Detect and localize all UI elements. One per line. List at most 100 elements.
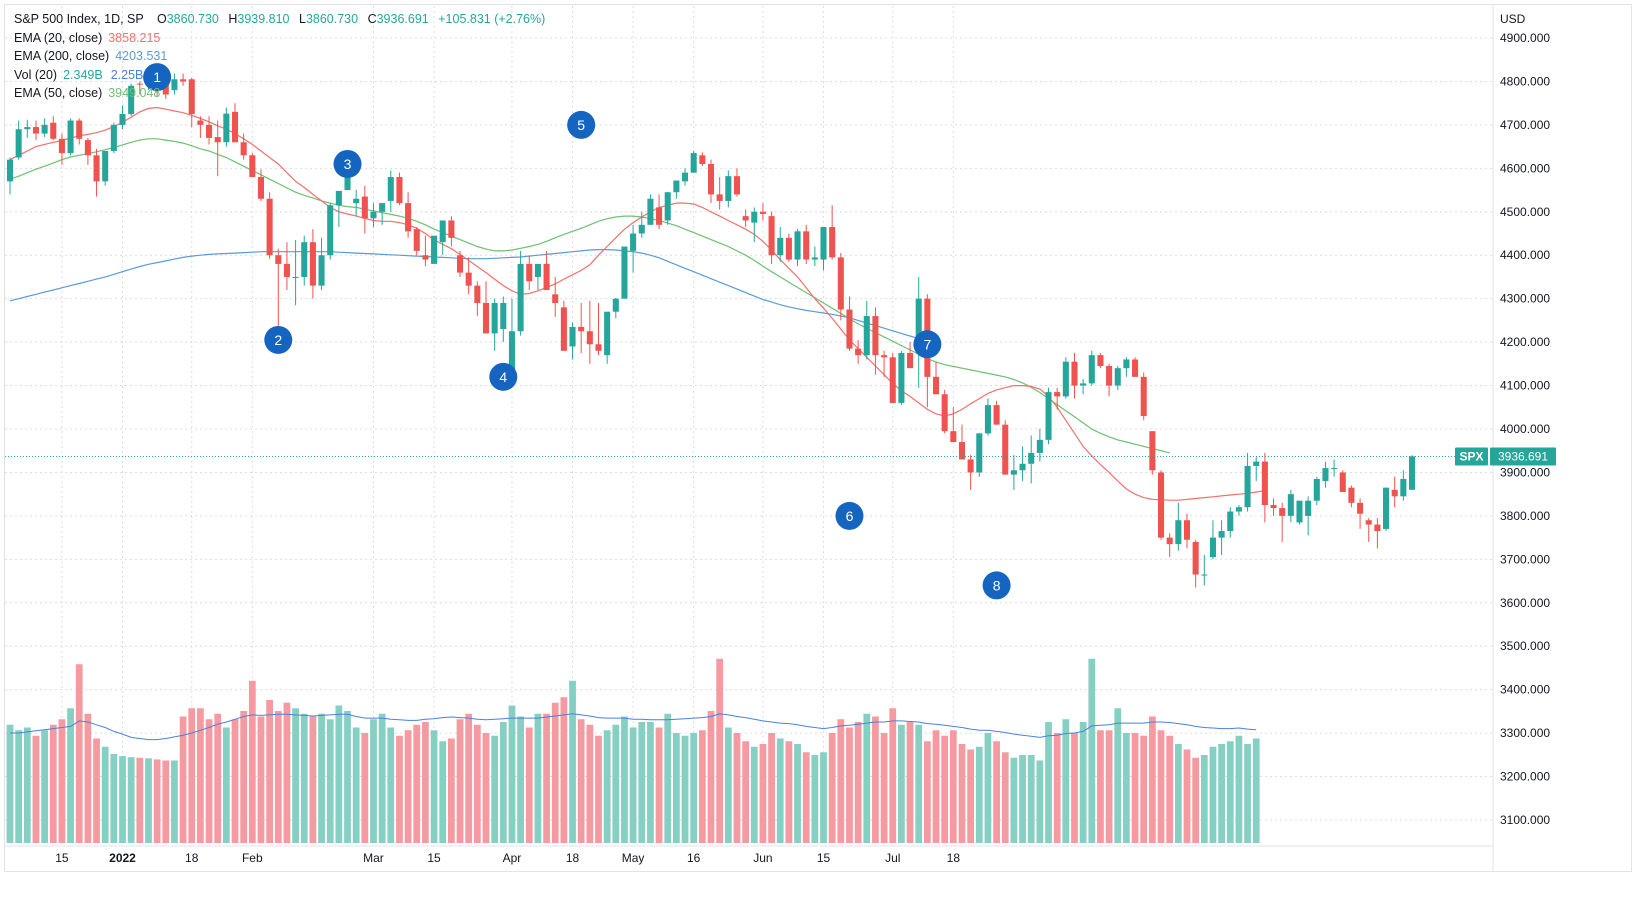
candle-body[interactable] <box>1235 507 1242 512</box>
candle-body[interactable] <box>526 263 533 282</box>
candle-body[interactable] <box>682 172 689 182</box>
candle-body[interactable] <box>240 142 247 156</box>
candle-body[interactable] <box>811 257 818 260</box>
candle-body[interactable] <box>656 207 663 225</box>
candle-body[interactable] <box>93 155 100 182</box>
candle-body[interactable] <box>1192 541 1199 575</box>
candle-body[interactable] <box>361 196 368 219</box>
candle-body[interactable] <box>586 331 593 345</box>
candle-body[interactable] <box>1374 524 1381 532</box>
candle-body[interactable] <box>482 303 490 334</box>
candle-body[interactable] <box>1062 361 1069 397</box>
candle-body[interactable] <box>353 198 360 204</box>
candle-body[interactable] <box>474 285 481 304</box>
candle-body[interactable] <box>1357 502 1364 514</box>
candle-body[interactable] <box>405 203 412 232</box>
candle-body[interactable] <box>733 176 740 195</box>
candle-body[interactable] <box>214 137 221 143</box>
candle-body[interactable] <box>119 114 126 125</box>
candle-body[interactable] <box>1183 520 1191 540</box>
candle-body[interactable] <box>1209 537 1216 558</box>
candle-body[interactable] <box>1175 520 1182 545</box>
candle-body[interactable] <box>569 326 576 347</box>
annotation-marker[interactable] <box>567 110 596 139</box>
candle-body[interactable] <box>309 242 316 286</box>
candle-body[interactable] <box>690 153 697 173</box>
candle-body[interactable] <box>543 263 550 290</box>
candle-body[interactable] <box>759 211 766 214</box>
candle-body[interactable] <box>1097 355 1104 367</box>
candle-body[interactable] <box>725 176 732 201</box>
candle-body[interactable] <box>967 459 974 473</box>
candle-body[interactable] <box>621 246 628 299</box>
candle-body[interactable] <box>422 255 429 260</box>
annotation-marker[interactable] <box>264 325 293 354</box>
candle-body[interactable] <box>1296 500 1303 523</box>
candle-body[interactable] <box>993 405 1000 425</box>
candle-body[interactable] <box>257 177 265 199</box>
candle-body[interactable] <box>673 180 680 193</box>
candle-body[interactable] <box>448 220 455 238</box>
candle-body[interactable] <box>197 120 204 125</box>
candle-body[interactable] <box>863 316 870 356</box>
candle-body[interactable] <box>898 352 905 403</box>
candle-body[interactable] <box>327 205 334 256</box>
candle-body[interactable] <box>647 198 654 225</box>
candle-body[interactable] <box>206 124 213 138</box>
candle-body[interactable] <box>881 355 888 358</box>
candle-body[interactable] <box>102 150 109 182</box>
annotation-marker[interactable] <box>333 149 362 178</box>
candle-body[interactable] <box>1045 392 1052 440</box>
candle-body[interactable] <box>396 177 403 204</box>
candle-body[interactable] <box>612 298 619 312</box>
candle-body[interactable] <box>907 352 914 369</box>
candle-body[interactable] <box>1244 465 1251 508</box>
candle-body[interactable] <box>1348 487 1355 503</box>
candle-body[interactable] <box>76 120 83 139</box>
candle-body[interactable] <box>1400 478 1407 497</box>
candle-body[interactable] <box>1261 461 1268 506</box>
candle-body[interactable] <box>932 376 940 395</box>
candle-body[interactable] <box>958 442 966 460</box>
candle-body[interactable] <box>777 237 784 256</box>
candle-body[interactable] <box>915 298 922 351</box>
candle-body[interactable] <box>1365 520 1372 525</box>
candle-body[interactable] <box>1313 478 1320 501</box>
candle-body[interactable] <box>1002 424 1009 475</box>
annotation-marker[interactable] <box>143 63 172 92</box>
candle-body[interactable] <box>1201 574 1208 576</box>
candle-body[interactable] <box>630 233 637 251</box>
candle-body[interactable] <box>370 211 377 219</box>
legend-ema20-row[interactable]: EMA (20, close) 3858.215 <box>14 29 545 48</box>
candle-body[interactable] <box>855 348 862 356</box>
candle-body[interactable] <box>301 242 308 277</box>
candle-body[interactable] <box>941 394 948 432</box>
candle-body[interactable] <box>500 303 507 330</box>
candle-body[interactable] <box>292 276 299 278</box>
candle-body[interactable] <box>231 111 239 143</box>
candle-body[interactable] <box>1253 461 1260 466</box>
candle-body[interactable] <box>41 124 48 134</box>
candle-body[interactable] <box>534 263 541 277</box>
candle-body[interactable] <box>785 237 792 260</box>
candle-body[interactable] <box>1218 531 1225 538</box>
candle-body[interactable] <box>188 79 195 115</box>
candle-body[interactable] <box>379 203 386 212</box>
candle-body[interactable] <box>344 172 351 191</box>
candle-body[interactable] <box>1054 392 1061 397</box>
candle-body[interactable] <box>456 255 464 273</box>
candle-body[interactable] <box>58 138 65 154</box>
candle-body[interactable] <box>1305 500 1312 516</box>
candle-body[interactable] <box>638 224 645 234</box>
candle-body[interactable] <box>595 344 602 351</box>
annotation-marker[interactable] <box>835 501 864 530</box>
candle-body[interactable] <box>318 255 325 286</box>
candle-body[interactable] <box>604 311 611 356</box>
candle-body[interactable] <box>1339 472 1346 492</box>
candle-body[interactable] <box>1080 383 1087 386</box>
candle-body[interactable] <box>439 220 446 243</box>
candle-body[interactable] <box>1088 355 1095 384</box>
candle-body[interactable] <box>768 216 775 256</box>
candle-body[interactable] <box>872 316 879 356</box>
candle-body[interactable] <box>162 83 169 95</box>
